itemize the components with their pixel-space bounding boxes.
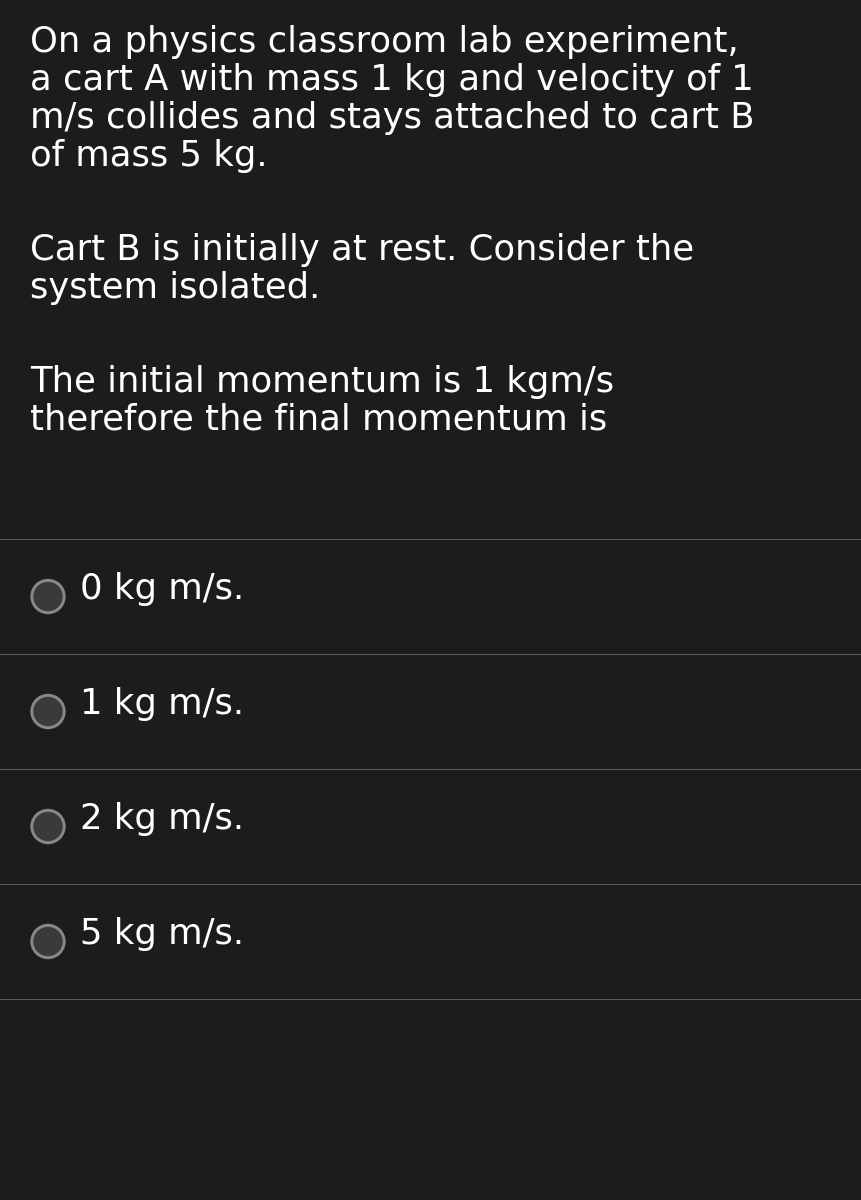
Circle shape xyxy=(31,580,65,613)
Circle shape xyxy=(31,924,65,959)
Text: therefore the final momentum is: therefore the final momentum is xyxy=(30,403,607,437)
Circle shape xyxy=(31,810,65,844)
Text: 2 kg m/s.: 2 kg m/s. xyxy=(80,802,245,836)
Text: 1 kg m/s.: 1 kg m/s. xyxy=(80,686,245,721)
Circle shape xyxy=(34,582,62,611)
Circle shape xyxy=(34,812,62,840)
Text: system isolated.: system isolated. xyxy=(30,271,320,305)
Text: 5 kg m/s.: 5 kg m/s. xyxy=(80,917,245,950)
Text: The initial momentum is 1 kgm/s: The initial momentum is 1 kgm/s xyxy=(30,365,614,398)
Text: a cart A with mass 1 kg and velocity of 1: a cart A with mass 1 kg and velocity of … xyxy=(30,62,753,97)
Text: 0 kg m/s.: 0 kg m/s. xyxy=(80,572,245,606)
Circle shape xyxy=(34,928,62,955)
Text: Cart B is initially at rest. Consider the: Cart B is initially at rest. Consider th… xyxy=(30,233,694,266)
Text: of mass 5 kg.: of mass 5 kg. xyxy=(30,139,268,173)
Circle shape xyxy=(31,695,65,728)
Text: m/s collides and stays attached to cart B: m/s collides and stays attached to cart … xyxy=(30,101,754,134)
Text: On a physics classroom lab experiment,: On a physics classroom lab experiment, xyxy=(30,25,739,59)
Circle shape xyxy=(34,697,62,726)
